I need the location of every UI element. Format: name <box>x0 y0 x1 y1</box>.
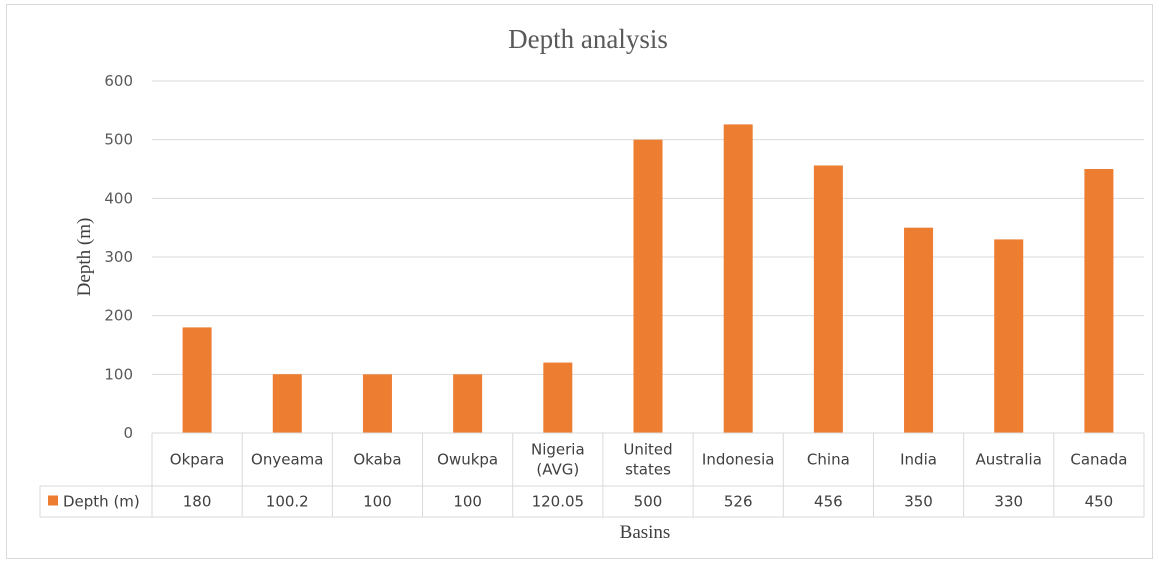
bar-0 <box>182 327 212 433</box>
chart-title: Depth analysis <box>508 24 668 54</box>
bar-8 <box>904 227 934 433</box>
data-label-2: 100 <box>363 493 392 511</box>
bar-9 <box>994 239 1024 433</box>
bar-2 <box>362 374 392 433</box>
y-tick-label-500: 500 <box>104 131 133 149</box>
bar-4 <box>543 362 573 433</box>
data-label-8: 350 <box>904 493 933 511</box>
y-tick-label-100: 100 <box>104 365 133 383</box>
y-tick-label-200: 200 <box>104 307 133 325</box>
data-label-10: 450 <box>1085 493 1114 511</box>
data-label-5: 500 <box>634 493 663 511</box>
y-tick-label-0: 0 <box>123 424 133 442</box>
bar-5 <box>633 139 663 433</box>
category-label-8-0: India <box>900 451 937 469</box>
bar-10 <box>1084 169 1114 433</box>
data-label-6: 526 <box>724 493 753 511</box>
bar-7 <box>813 165 843 434</box>
category-label-0-0: Okpara <box>170 451 225 469</box>
y-tick-label-400: 400 <box>104 189 133 207</box>
bar-1 <box>272 374 302 433</box>
data-label-0: 180 <box>183 493 212 511</box>
y-axis-ticks: 0 100 200 300 400 500 600 <box>104 72 133 442</box>
category-label-9-0: Australia <box>976 451 1042 469</box>
y-tick-label-600: 600 <box>104 72 133 90</box>
data-label-3: 100 <box>453 493 482 511</box>
bar-6 <box>723 124 753 433</box>
chart-frame <box>6 4 1153 559</box>
category-label-5-0: United <box>623 441 672 459</box>
category-label-5-1: states <box>625 461 671 479</box>
category-label-2-0: Okaba <box>353 451 401 469</box>
category-label-1-0: Onyeama <box>251 451 323 469</box>
data-label-4: 120.05 <box>532 493 585 511</box>
data-label-9: 330 <box>994 493 1023 511</box>
category-label-4-0: Nigeria <box>531 441 585 459</box>
category-label-7-0: China <box>807 451 850 469</box>
category-label-6-0: Indonesia <box>702 451 775 469</box>
bars <box>182 124 1114 434</box>
y-tick-label-300: 300 <box>104 248 133 266</box>
legend-label: Depth (m) <box>63 493 140 511</box>
data-label-7: 456 <box>814 493 843 511</box>
category-label-4-1: (AVG) <box>536 461 579 479</box>
y-axis-title: Depth (m) <box>74 218 95 297</box>
legend-key <box>48 495 58 506</box>
data-label-1: 100.2 <box>266 493 309 511</box>
bar-3 <box>453 374 483 433</box>
category-label-10-0: Canada <box>1070 451 1127 469</box>
category-label-3-0: Owukpa <box>437 451 498 469</box>
data-table: Okpara Onyeama Okaba Owukpa Nigeria (AVG) Unit… <box>39 432 1145 518</box>
x-axis-title: Basins <box>620 522 671 543</box>
